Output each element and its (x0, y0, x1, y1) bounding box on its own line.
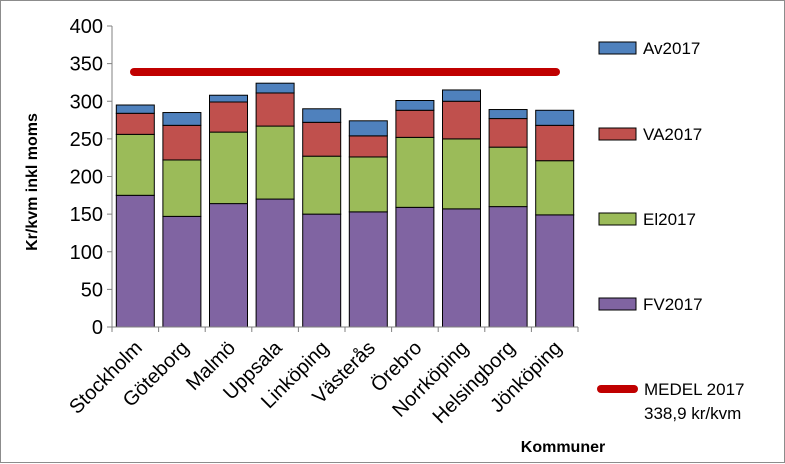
legend-label-av2017: Av2017 (643, 39, 700, 58)
y-tick-label-50: 50 (81, 279, 103, 301)
bar-segment-va2017-1 (162, 124, 202, 161)
bar-segment-va2017-7 (442, 100, 481, 140)
bars-group (115, 82, 575, 328)
bar-segment-va2017-5 (348, 135, 388, 158)
bar-segment-va2017-2 (209, 101, 248, 133)
bar-segment-el2017-1 (162, 159, 202, 217)
y-tick-label-100: 100 (70, 242, 103, 264)
legend-label-fv2017: FV2017 (643, 295, 703, 314)
bar-segment-el2017-3 (255, 125, 295, 200)
bar-segment-fv2017-4 (302, 213, 342, 328)
y-tick-label-250: 250 (70, 129, 103, 151)
bar-segment-el2017-5 (348, 156, 388, 213)
bar-segment-fv2017-0 (115, 194, 155, 328)
bar-segment-fv2017-2 (209, 203, 248, 328)
legend-swatch-va2017 (598, 127, 637, 141)
bar-segment-el2017-8 (488, 146, 528, 208)
y-tick-label-350: 350 (70, 54, 103, 76)
y-tick-label-400: 400 (70, 16, 103, 38)
bar-segment-va2017-8 (488, 118, 528, 148)
legend-label-el2017: El2017 (643, 210, 696, 229)
axes-group (107, 25, 579, 332)
bar-segment-fv2017-9 (535, 214, 575, 328)
y-tick-label-150: 150 (70, 204, 103, 226)
bar-segment-av2017-7 (442, 89, 481, 102)
bar-segment-av2017-8 (488, 109, 528, 120)
legend-swatch-av2017 (598, 41, 637, 55)
bar-segment-av2017-5 (348, 120, 388, 137)
bar-segment-av2017-0 (115, 104, 155, 114)
bar-segment-fv2017-3 (255, 198, 295, 328)
bar-segment-fv2017-6 (395, 206, 435, 328)
legend-mean-value: 338,9 kr/kvm (644, 404, 741, 423)
y-axis-title: Kr/kvm inkl moms (24, 113, 41, 251)
bar-segment-fv2017-8 (488, 206, 528, 328)
bar-segment-fv2017-7 (442, 208, 481, 328)
bar-segment-va2017-4 (302, 121, 342, 157)
bar-segment-el2017-9 (535, 160, 575, 216)
legend-swatch-fv2017 (598, 297, 637, 311)
bar-segment-el2017-7 (442, 138, 481, 210)
bar-segment-av2017-4 (302, 108, 342, 123)
bar-segment-fv2017-5 (348, 211, 388, 328)
bar-segment-av2017-1 (162, 112, 202, 126)
bar-segment-va2017-0 (115, 112, 155, 135)
bar-segment-el2017-2 (209, 131, 248, 205)
bar-segment-el2017-4 (302, 155, 342, 215)
bar-segment-va2017-9 (535, 124, 575, 162)
bar-segment-av2017-6 (395, 100, 435, 111)
bar-segment-av2017-2 (209, 94, 248, 103)
y-tick-label-300: 300 (70, 91, 103, 113)
bar-segment-va2017-3 (255, 92, 295, 127)
x-tick-labels: StockholmGöteborgMalmöUppsalaLinköpingVä… (65, 336, 566, 428)
y-tick-label-0: 0 (92, 317, 103, 339)
bar-segment-el2017-0 (115, 133, 155, 196)
y-tick-label-200: 200 (70, 167, 103, 189)
bar-segment-av2017-3 (255, 82, 295, 94)
legend: Av2017 VA2017 El2017 FV2017 MEDEL 2017 338,9 … (597, 39, 744, 423)
legend-label-va2017: VA2017 (643, 125, 702, 144)
y-tick-labels: 0 50 100 150 200 250 300 350 400 (70, 16, 103, 339)
bar-segment-fv2017-1 (162, 215, 202, 328)
bar-segment-va2017-6 (395, 109, 435, 138)
legend-swatch-el2017 (598, 212, 637, 226)
x-axis-title: Kommuner (521, 439, 605, 456)
bar-segment-el2017-6 (395, 136, 435, 208)
bar-segment-av2017-9 (535, 109, 575, 126)
legend-label-mean: MEDEL 2017 (644, 380, 744, 399)
